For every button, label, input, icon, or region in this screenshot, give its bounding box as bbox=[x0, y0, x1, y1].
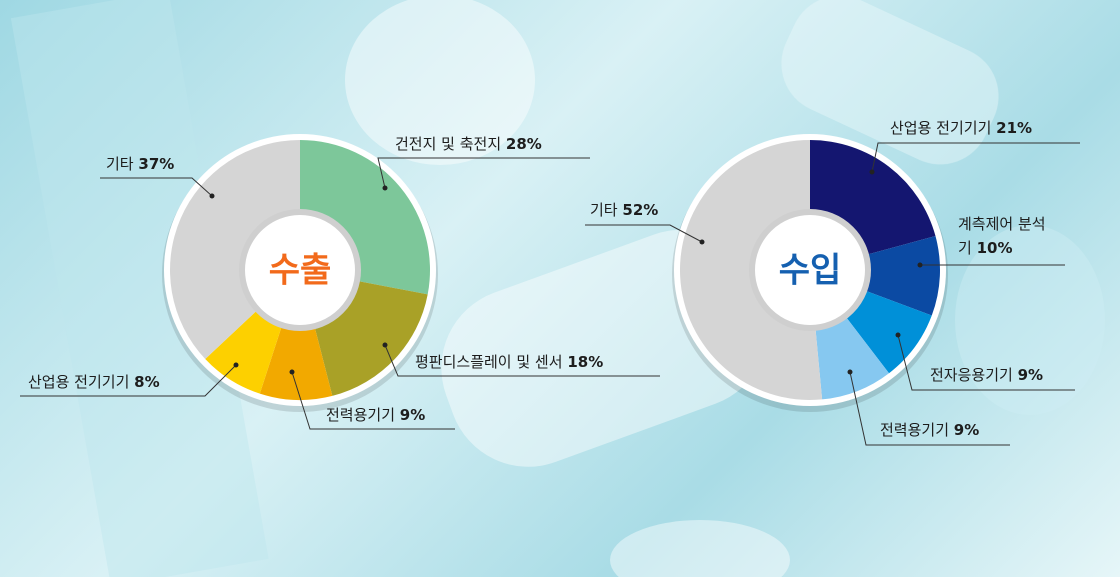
slice-label: 전자응용기기 9% bbox=[930, 363, 1043, 387]
value-label: 28% bbox=[505, 135, 542, 153]
slice-label: 산업용 전기기기 8% bbox=[28, 370, 160, 394]
leader-line bbox=[100, 177, 213, 197]
donut-slice bbox=[300, 140, 431, 295]
leader-line bbox=[20, 364, 237, 397]
leader-dot bbox=[847, 369, 853, 375]
slice-label: 평판디스플레이 및 센서 18% bbox=[415, 350, 603, 374]
leader-dot bbox=[917, 262, 923, 268]
slice-label: 기타 37% bbox=[106, 152, 174, 176]
slice-label: 산업용 전기기기 21% bbox=[890, 116, 1032, 140]
value-label: 18% bbox=[567, 353, 604, 371]
center-title: 수출 bbox=[269, 251, 332, 291]
leader-line bbox=[849, 371, 1010, 446]
donut-slice bbox=[866, 236, 940, 316]
donut-slice bbox=[314, 281, 428, 396]
category-label: 평판디스플레이 및 센서 bbox=[415, 353, 563, 371]
leader-line bbox=[871, 142, 1080, 173]
center-ring bbox=[239, 209, 361, 331]
slice-label: 기타 52% bbox=[590, 198, 658, 222]
category-label: 전자응용기기 bbox=[930, 366, 1013, 384]
category-label: 전력용기기 bbox=[880, 421, 950, 439]
value-label: 10% bbox=[976, 239, 1013, 257]
leader-dot bbox=[382, 342, 388, 348]
category-label: 전력용기기 bbox=[326, 406, 396, 424]
center-ring bbox=[749, 209, 871, 331]
donut-slice bbox=[846, 291, 932, 374]
category-label: 기타 bbox=[590, 201, 618, 219]
donut-slice bbox=[259, 327, 333, 400]
slice-label: 전력용기기 9% bbox=[326, 403, 425, 427]
value-label: 9% bbox=[953, 421, 980, 439]
value-label: 8% bbox=[134, 373, 160, 391]
center-title: 수입 bbox=[779, 251, 842, 291]
leader-line bbox=[377, 157, 590, 189]
leader-line bbox=[897, 334, 1075, 391]
leader-dot bbox=[699, 239, 705, 245]
leader-dot bbox=[209, 193, 215, 199]
category-label: 건전지 및 축전지 bbox=[395, 135, 502, 153]
donut-slice bbox=[810, 140, 936, 255]
category-label: 기타 bbox=[106, 155, 134, 173]
value-label: 37% bbox=[138, 155, 175, 173]
leader-line bbox=[291, 371, 455, 430]
donut-slice bbox=[205, 311, 282, 394]
value-label: 9% bbox=[399, 406, 426, 424]
slice-label: 계측제어 분석기 10% bbox=[958, 212, 1058, 260]
slice-label: 전력용기기 9% bbox=[880, 418, 979, 442]
value-label: 52% bbox=[622, 201, 659, 219]
category-label: 계측제어 분석기 bbox=[958, 215, 1046, 257]
donut-slice bbox=[680, 140, 823, 400]
slice-label: 건전지 및 축전지 28% bbox=[395, 132, 542, 156]
category-label: 산업용 전기기기 bbox=[890, 119, 992, 137]
category-label: 산업용 전기기기 bbox=[28, 373, 130, 391]
donut-slice bbox=[815, 317, 890, 400]
leader-dot bbox=[869, 169, 875, 175]
leader-line bbox=[384, 344, 660, 377]
leader-dot bbox=[289, 369, 295, 375]
donut-slice bbox=[170, 140, 300, 359]
leader-dot bbox=[895, 332, 901, 338]
value-label: 9% bbox=[1017, 366, 1044, 384]
leader-dot bbox=[382, 185, 388, 191]
value-label: 21% bbox=[996, 119, 1033, 137]
leader-dot bbox=[233, 362, 239, 368]
leader-line bbox=[585, 224, 703, 243]
